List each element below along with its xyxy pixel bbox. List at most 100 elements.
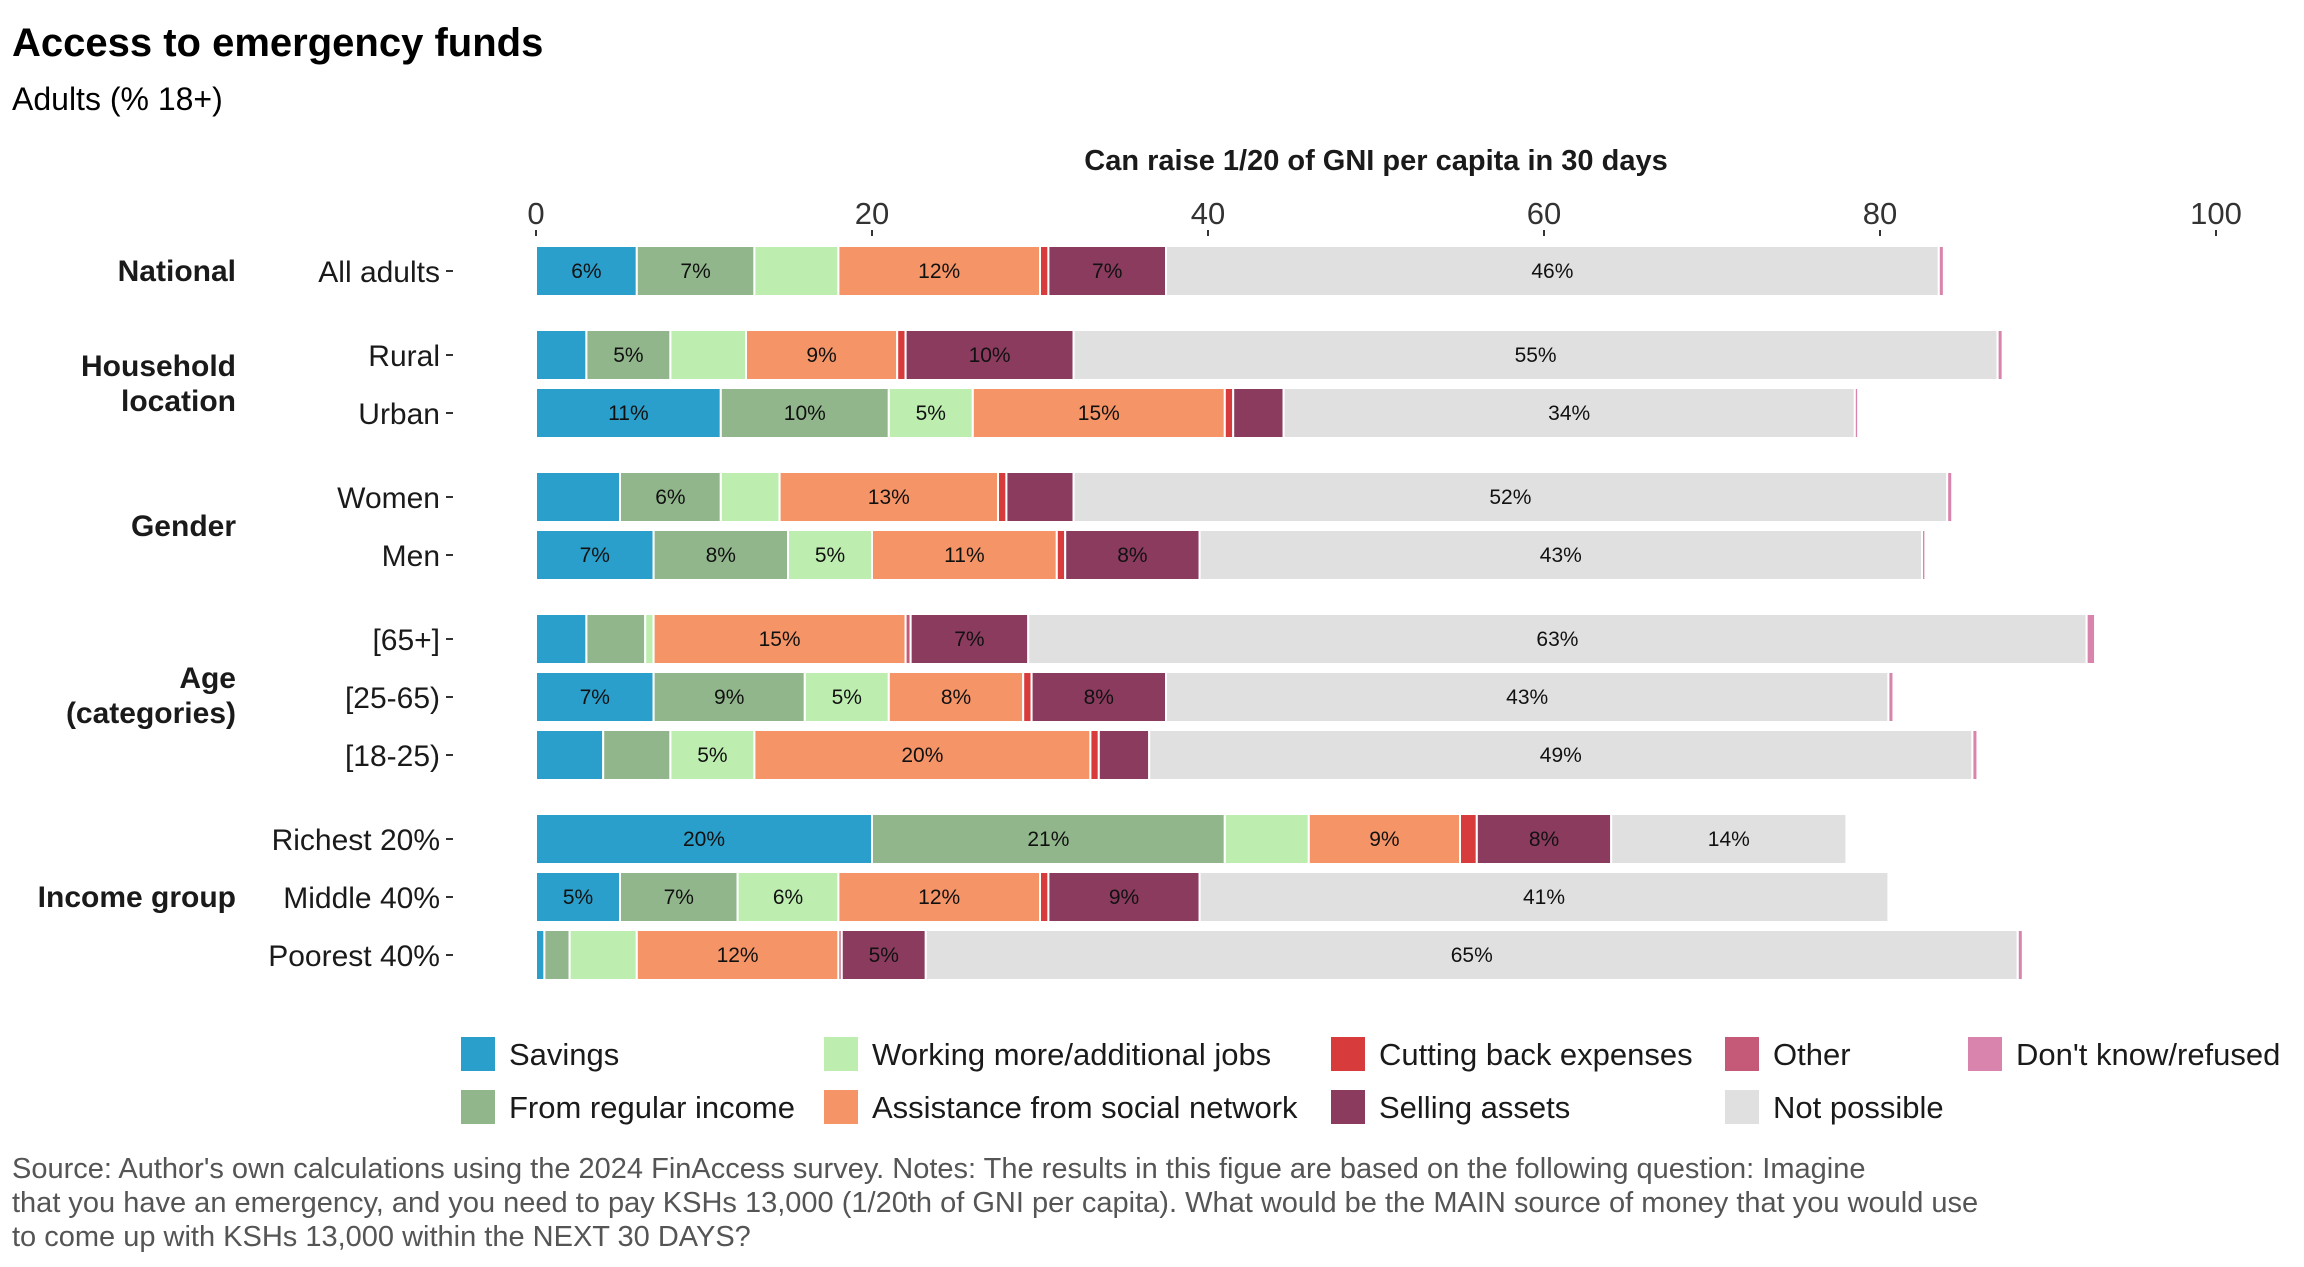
bar-segment xyxy=(535,387,722,439)
bar-segment xyxy=(745,329,899,381)
bar-segment xyxy=(1971,729,1979,781)
legend: Savings From regular income Working more/a… xyxy=(461,1037,2280,1125)
bar-segment xyxy=(619,471,722,523)
row-label: Urban xyxy=(358,398,440,431)
data-label: 6% xyxy=(571,260,601,283)
data-label: 7% xyxy=(1092,260,1122,283)
data-label: 9% xyxy=(714,686,744,709)
legend-label: Savings xyxy=(509,1037,619,1072)
bar-segment xyxy=(753,245,840,297)
bar-segment xyxy=(924,929,2019,981)
x-tick-label: 60 xyxy=(1527,196,1561,231)
data-label: 41% xyxy=(1523,886,1565,909)
data-label: 43% xyxy=(1540,544,1582,567)
bar-segment xyxy=(568,929,638,981)
row-label: [18-25) xyxy=(345,740,440,773)
data-label: 63% xyxy=(1536,628,1578,651)
data-label: 7% xyxy=(664,886,694,909)
legend-swatch xyxy=(461,1037,495,1071)
bar-segment xyxy=(1027,613,2088,665)
bar-segment xyxy=(736,871,840,923)
data-label: 10% xyxy=(784,402,826,425)
bar-segment xyxy=(1307,813,1462,865)
data-label: 8% xyxy=(1084,686,1114,709)
x-tick-label: 100 xyxy=(2190,196,2242,231)
data-label: 9% xyxy=(1109,886,1139,909)
bar-segment xyxy=(1022,671,1033,723)
data-label: 46% xyxy=(1531,260,1573,283)
legend-swatch xyxy=(461,1090,495,1124)
caption-line: Source: Author's own calculations using … xyxy=(12,1153,1865,1185)
data-label: 15% xyxy=(1078,402,1120,425)
bar-segment xyxy=(871,529,1058,581)
bar-segment xyxy=(1148,729,1974,781)
legend-label: Not possible xyxy=(1773,1090,1944,1125)
bar-segment xyxy=(535,929,546,981)
bar-segment xyxy=(535,329,588,381)
legend-swatch xyxy=(1725,1090,1759,1124)
chart-subtitle: Adults (% 18+) xyxy=(12,81,223,117)
bar-segment xyxy=(1853,387,1860,439)
bar-segment xyxy=(840,929,927,981)
data-label: 9% xyxy=(806,344,836,367)
bar-segment xyxy=(535,813,873,865)
group-label: Age (categories) xyxy=(66,662,236,730)
x-axis-title: Can raise 1/20 of GNI per capita in 30 d… xyxy=(1084,145,1667,177)
group-label: Income group xyxy=(38,881,236,914)
bar-segment xyxy=(1039,245,1050,297)
bar-segment xyxy=(896,329,907,381)
data-label: 34% xyxy=(1548,402,1590,425)
bar-segment xyxy=(719,387,890,439)
bar-segment xyxy=(535,729,605,781)
bar-segment xyxy=(1887,671,1895,723)
data-label: 8% xyxy=(1117,544,1147,567)
data-label: 8% xyxy=(941,686,971,709)
x-tick-label: 80 xyxy=(1863,196,1897,231)
bar-segment xyxy=(535,671,655,723)
data-label: 11% xyxy=(608,402,648,425)
x-tick-label: 20 xyxy=(855,196,889,231)
bar-segment xyxy=(997,471,1008,523)
legend-swatch xyxy=(824,1090,858,1124)
bar-segment xyxy=(2016,929,2024,981)
data-label: 6% xyxy=(655,486,685,509)
bar-segment xyxy=(1055,529,1067,581)
legend-label: From regular income xyxy=(509,1090,795,1125)
group-label: National xyxy=(118,255,236,288)
bar-segment xyxy=(652,671,806,723)
bar-segment xyxy=(1072,471,1949,523)
data-label: 9% xyxy=(1369,828,1399,851)
bar-segment xyxy=(1223,813,1310,865)
bar-segment xyxy=(585,613,647,665)
bar-segment xyxy=(1030,671,1167,723)
row-label: Men xyxy=(382,540,440,573)
bar-segment xyxy=(1223,387,1235,439)
data-label: 13% xyxy=(868,486,910,509)
bar-segment xyxy=(1039,871,1050,923)
legend-swatch xyxy=(824,1037,858,1071)
bars: 6% 7% 12% 7% 46% 5% 9% 10% 55% 11% 10% 5% 15% 34% 6% 13… xyxy=(535,245,2097,981)
data-label: 10% xyxy=(969,344,1011,367)
data-label: 5% xyxy=(613,344,643,367)
data-label: 43% xyxy=(1506,686,1548,709)
row-labels: All adults Rural Urban Women Men [65+] [25-65)… xyxy=(268,256,453,973)
row-label: Poorest 40% xyxy=(268,940,440,973)
caption: Source: Author's own calculations using … xyxy=(12,1153,1978,1253)
bar-segment xyxy=(535,471,621,523)
group-label: Gender xyxy=(131,510,236,543)
bar-segment xyxy=(1946,471,1954,523)
legend-label: Cutting back expenses xyxy=(1379,1037,1693,1072)
row-label: [25-65) xyxy=(345,682,440,715)
data-label: 20% xyxy=(901,744,943,767)
bar-segment xyxy=(1937,245,1945,297)
bar-segment xyxy=(619,871,739,923)
data-label: 8% xyxy=(706,544,736,567)
bar-segment xyxy=(2085,613,2097,665)
x-tick-label: 0 xyxy=(527,196,544,231)
legend-swatch xyxy=(1968,1037,2002,1071)
row-label: Middle 40% xyxy=(283,882,440,915)
bar-segment xyxy=(1921,529,1927,581)
legend-label: Selling assets xyxy=(1379,1090,1570,1125)
bar-segment xyxy=(535,245,638,297)
bar-segment xyxy=(719,471,781,523)
